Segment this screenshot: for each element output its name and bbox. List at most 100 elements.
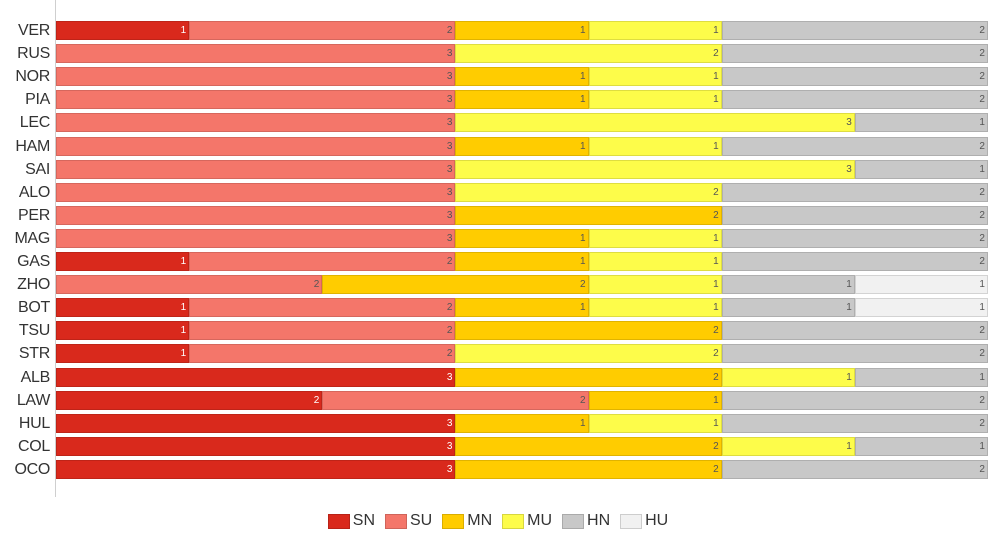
data-label: 3	[446, 48, 453, 60]
data-label: 3	[446, 140, 453, 152]
data-label: 1	[846, 279, 852, 291]
bar-segment-sn-alb: 3	[56, 367, 456, 387]
legend-item-hu[interactable]: HU	[620, 512, 668, 530]
legend-item-hn[interactable]: HN	[562, 512, 610, 530]
data-label: 2	[713, 463, 719, 475]
bar-segment-su-lec: 3	[56, 113, 456, 133]
legend-item-mu[interactable]: MU	[502, 512, 552, 530]
category-label: HAM	[15, 137, 50, 155]
data-label: 3	[446, 440, 453, 452]
data-label: 1	[180, 25, 187, 36]
bar-segment-su-ver: 2	[189, 21, 456, 40]
bar-segment-mu-ham: 1	[588, 136, 722, 156]
data-label: 3	[846, 163, 852, 175]
legend-item-su[interactable]: SU	[385, 512, 432, 530]
data-label: 1	[979, 279, 985, 291]
data-label: 1	[979, 302, 985, 314]
data-label: 2	[713, 48, 719, 60]
bar-segment-mu-bot: 1	[588, 298, 722, 318]
bar-segment-hn-hul: 2	[721, 413, 988, 433]
bar-segment-su-str: 2	[189, 344, 456, 364]
bar-segment-hn-nor: 2	[721, 67, 988, 87]
data-label: 1	[713, 232, 719, 244]
data-label: 2	[979, 186, 985, 198]
category-label: TSU	[18, 322, 50, 340]
category-label: GAS	[17, 253, 50, 270]
bar-segment-hn-sai: 1	[854, 159, 988, 179]
data-label: 2	[979, 325, 985, 337]
bar-segment-mn-ver: 1	[455, 21, 589, 40]
data-label: 2	[446, 302, 453, 314]
bar-segment-hn-rus: 2	[721, 44, 988, 64]
bar-segment-su-zho: 2	[56, 275, 323, 295]
bar-segment-mu-sai: 3	[455, 159, 855, 179]
bar-segment-su-rus: 3	[56, 44, 456, 64]
bar-segment-sn-str: 1	[56, 344, 190, 364]
bar-segment-mu-lec: 3	[455, 113, 855, 133]
bar-segment-hn-gas: 2	[721, 252, 988, 271]
category-label: COL	[18, 437, 50, 455]
bar-segment-su-nor: 3	[56, 67, 456, 87]
data-label: 2	[979, 348, 985, 360]
data-label: 1	[713, 94, 719, 106]
legend-item-sn[interactable]: SN	[327, 512, 375, 530]
bar-segment-mu-zho: 1	[588, 275, 722, 295]
data-label: 1	[580, 94, 586, 106]
bar-segment-su-alo: 3	[56, 182, 456, 202]
category-label: LEC	[19, 114, 51, 132]
bar-segment-mn-zho: 2	[322, 275, 589, 295]
data-label: 3	[446, 71, 453, 83]
data-label: 1	[713, 302, 719, 314]
bar-segment-hn-law: 2	[721, 390, 988, 410]
data-label: 2	[313, 279, 320, 291]
data-label: 2	[713, 209, 719, 221]
data-label: 1	[580, 417, 586, 429]
data-label: 1	[180, 348, 187, 360]
bar-segment-mu-gas: 1	[588, 252, 722, 271]
data-label: 1	[580, 71, 586, 83]
data-label: 1	[713, 256, 719, 267]
bar-segment-su-law: 2	[322, 390, 589, 410]
bar-segment-hn-ham: 2	[721, 136, 988, 156]
data-label: 2	[713, 440, 719, 452]
bar-segment-su-ham: 3	[56, 136, 456, 156]
data-label: 2	[979, 94, 985, 106]
data-label: 2	[979, 209, 985, 221]
bar-segment-hn-alb: 1	[854, 367, 988, 387]
bar-segment-hn-col: 1	[854, 436, 988, 456]
bar-segment-mn-bot: 1	[455, 298, 589, 318]
bar-segment-su-pia: 3	[56, 90, 456, 110]
bar-segment-mn-mag: 1	[455, 228, 589, 248]
data-label: 2	[979, 140, 985, 152]
legend-swatch	[385, 513, 407, 529]
category-label: SAI	[25, 160, 50, 178]
data-label: 1	[846, 371, 852, 383]
category-label: MAG	[14, 229, 50, 247]
bar-segment-mu-ver: 1	[588, 21, 722, 40]
data-label: 1	[180, 256, 187, 267]
bar-segment-hn-tsu: 2	[721, 321, 988, 341]
bar-segment-mn-nor: 1	[455, 67, 589, 87]
bar-segment-sn-ver: 1	[56, 21, 190, 40]
bar-segment-su-bot: 2	[189, 298, 456, 318]
category-label: OCO	[14, 460, 50, 478]
bar-segment-hu-bot: 1	[854, 298, 988, 318]
bar-segment-sn-oco: 3	[56, 459, 456, 479]
data-label: 1	[180, 325, 187, 337]
data-label: 1	[979, 371, 985, 383]
legend-item-mn[interactable]: MN	[442, 512, 492, 530]
data-label: 1	[713, 417, 719, 429]
bar-segment-sn-bot: 1	[56, 298, 190, 318]
bar-segment-su-mag: 3	[56, 228, 456, 248]
data-label: 1	[580, 302, 586, 314]
category-label: PIA	[25, 91, 50, 109]
bar-segment-mn-tsu: 2	[455, 321, 722, 341]
bar-segment-sn-hul: 3	[56, 413, 456, 433]
bar-segment-mn-hul: 1	[455, 413, 589, 433]
data-label: 2	[979, 232, 985, 244]
data-label: 3	[446, 371, 453, 383]
data-label: 1	[713, 25, 719, 36]
category-label: NOR	[15, 68, 50, 86]
category-label: LAW	[16, 391, 50, 409]
